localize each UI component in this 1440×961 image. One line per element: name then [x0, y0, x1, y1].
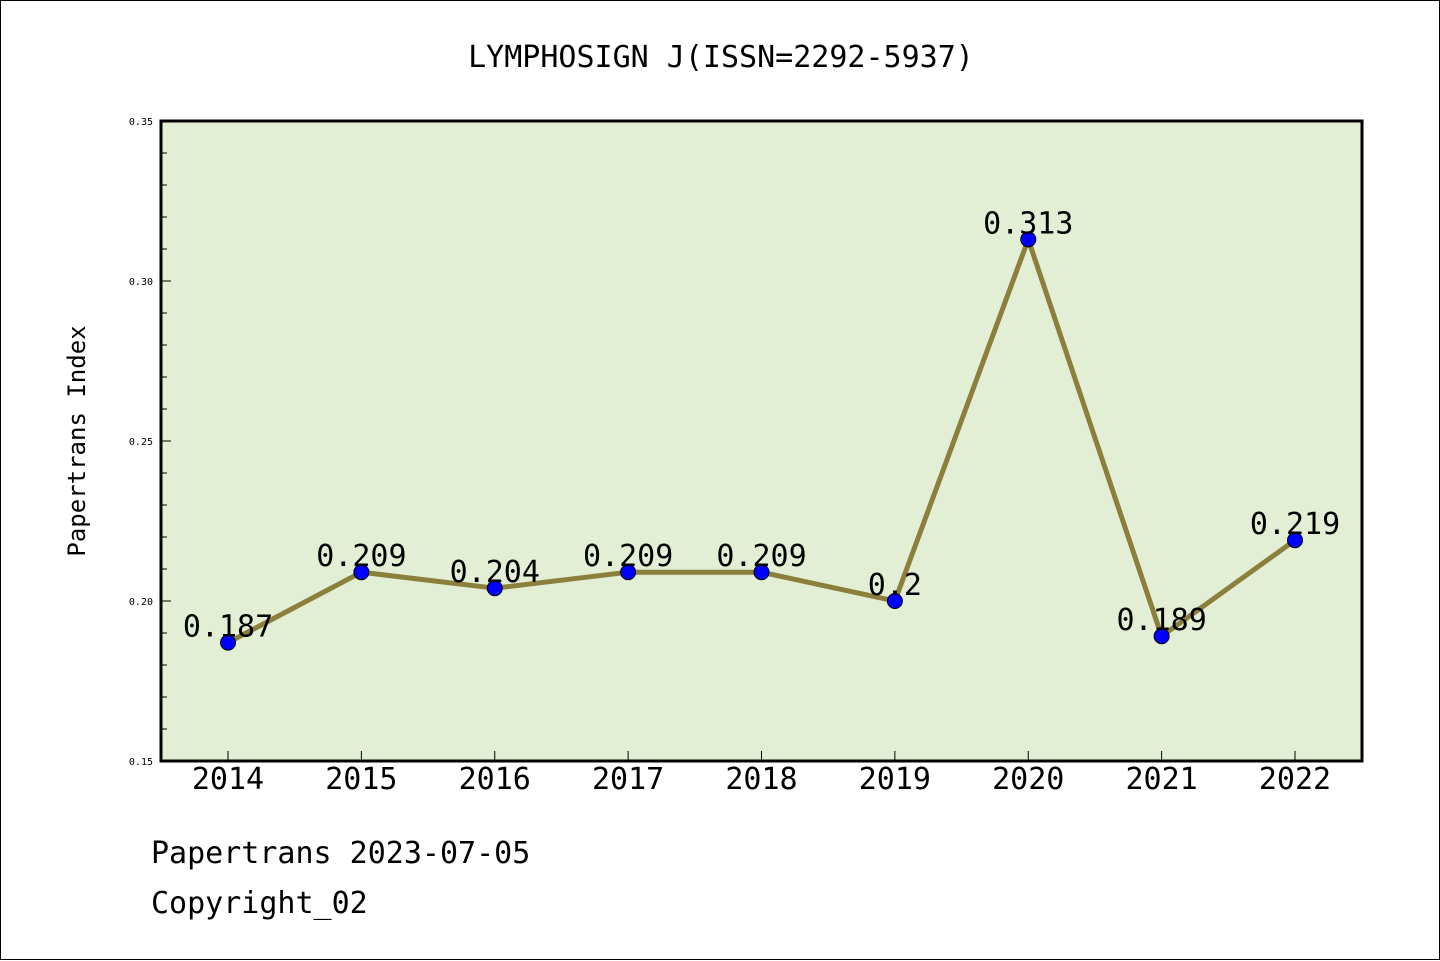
x-tick-label: 2018	[725, 762, 797, 797]
data-point	[1153, 628, 1170, 645]
data-series: 0.187 0.209 0.204 0.209 0.209 0.2 0.313 0.189 0.…	[183, 206, 1340, 651]
data-point	[353, 564, 370, 581]
data-point	[1020, 231, 1037, 248]
data-point	[486, 580, 503, 597]
data-label: 0.187	[183, 610, 273, 645]
axis-ticks: 0.15 0.20 0.25 0.30 0.35 2014 2015 2016 2017 2018…	[129, 117, 1331, 797]
data-label: 0.209	[716, 539, 806, 574]
y-tick-label: 0.15	[129, 757, 153, 768]
x-tick-label: 2019	[859, 762, 931, 797]
data-label: 0.204	[450, 555, 540, 590]
x-tick-label: 2021	[1126, 762, 1198, 797]
data-point	[1287, 532, 1303, 549]
data-point	[620, 564, 637, 581]
y-tick-label: 0.30	[129, 277, 153, 288]
data-point	[220, 634, 236, 651]
data-point	[886, 593, 903, 609]
x-tick-label: 2016	[459, 762, 531, 797]
data-label: 0.209	[583, 539, 673, 574]
y-axis-label: Papertrans Index	[63, 325, 91, 556]
x-tick-label: 2015	[325, 762, 397, 797]
data-label: 0.189	[1116, 603, 1206, 638]
data-point	[753, 564, 770, 581]
footer-date: Papertrans 2023-07-05	[151, 836, 531, 871]
x-tick-label: 2020	[992, 762, 1064, 797]
plot-area	[159, 119, 1364, 763]
data-label: 0.313	[983, 206, 1073, 241]
data-label: 0.209	[316, 539, 406, 574]
y-tick-label: 0.25	[129, 437, 153, 448]
data-label: 0.219	[1250, 507, 1340, 542]
x-tick-label: 2017	[592, 762, 664, 797]
chart-title: LYMPHOSIGN J(ISSN=2292-5937)	[468, 40, 974, 75]
y-tick-label: 0.35	[129, 117, 153, 128]
y-tick-label: 0.20	[129, 597, 153, 608]
footer-copyright: Copyright_02	[151, 886, 368, 921]
data-label: 0.2	[868, 568, 922, 603]
x-tick-label: 2014	[192, 762, 264, 797]
x-tick-label: 2022	[1259, 762, 1331, 797]
